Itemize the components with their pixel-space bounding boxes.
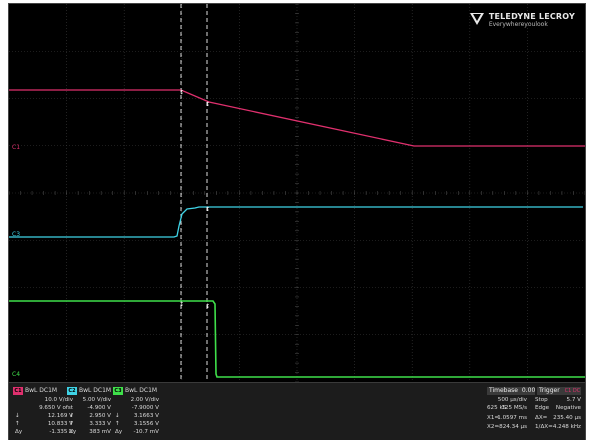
channel-c1-scale: 10.0 V/div [44,397,73,403]
timebase-row1-b: 125 MS/s [501,405,527,411]
timebase-row1-c: Edge [535,405,550,411]
channel-c2-delta: 383 mV [89,429,111,435]
timebase-row2-b: -1.0597 ms [495,415,527,421]
timebase-row0-b: 500 µs/div [497,397,527,403]
channel-c1-tag: C1 [13,387,23,395]
channel-c3-title: BwL DC1M [125,387,158,394]
channel-c2-lbl-up: ↑ [69,421,74,427]
timebase-row3-d: 4.248 kHz [552,424,581,430]
trigger-badge: C1 DC [564,388,581,394]
timebase-row1-d: Negative [555,405,581,411]
channel-c3-scale: 2.00 V/div [130,397,159,403]
cursor-crossing-mark: ↕ [179,301,184,308]
timebase-row3-a: X2= [487,424,500,430]
brand-logo: TELEDYNE LECROY Everywhereyoulook [469,12,575,28]
cursor-crossing-mark: ↕ [205,206,210,213]
channel-c2-scale: 5.00 V/div [82,397,111,403]
channel-c1-lbl-up: ↑ [15,421,20,427]
trigger-header[interactable]: Trigger C1 DC [537,387,581,395]
channel-c3-cursor1: 3.1663 V [133,413,159,419]
timebase-row0-c: Stop [535,397,548,403]
cursor-crossing-mark: ↕ [179,89,184,96]
cursor-crossing-mark: ↕ [205,101,210,108]
trace-c4-marker[interactable]: C4 [12,371,21,378]
timebase-row2-d: 235.40 µs [553,415,581,421]
channel-c3-lbl-down: ↓ [115,413,120,419]
timebase-delay: 0.00 ms [521,387,547,394]
channel-c1-delta: -1.335 V [49,429,73,435]
trace-c1-marker[interactable]: C1 [12,144,21,151]
trace-c3-waveform [9,300,585,378]
trace-c1-waveform [9,89,585,147]
cursor-crossings: ↕ ↕ ↕ ↕ ↕ [179,89,210,310]
channel-c3-delta: -10.7 mV [133,429,159,435]
channel-c3-box[interactable]: C3 BwL DC1M 2.00 V/div -7.9000 V ↓ 3.166… [113,387,161,437]
channel-c2-lbl-down: ↓ [69,413,74,419]
brand-tagline: Everywhereyoulook [488,21,548,28]
trigger-title: Trigger [539,387,560,394]
timebase-trigger-panel[interactable]: Timebase 0.00 ms Trigger C1 DC 500 µs/di… [487,387,583,437]
timebase-title: Timebase [489,387,518,394]
channel-c3-offset: -7.9000 V [131,405,159,411]
timebase-row2-a: X1= [487,415,500,421]
channel-c3-lbl-up: ↑ [115,421,120,427]
channel-c1-title: BwL DC1M [25,387,58,394]
channel-c3-cursor2: 3.1556 V [133,421,159,427]
timebase-row0-d: 5.7 V [566,397,581,403]
channel-c1-cursor2: 10.833 V [47,421,73,427]
channel-c2-lbl-delta: Δy [69,429,77,435]
channel-c2-cursor2: 3.333 V [89,421,111,427]
timebase-row1-a: 625 kS [487,405,507,411]
channel-c2-cursor1: 2.950 V [89,413,111,419]
timebase-row2-c: ΔX= [535,415,548,421]
logo-icon [469,13,484,25]
measurement-panel: C1 BwL DC1M 10.0 V/div 9.650 V ofst ↓ 12… [9,382,585,440]
timebase-header[interactable]: Timebase 0.00 ms [487,387,546,395]
timebase-row3-c: 1/ΔX= [535,424,553,430]
time-cursors[interactable] [180,4,208,382]
channel-c1-offset: 9.650 V ofst [39,405,73,411]
oscilloscope-screen: ↕ ↕ ↕ ↕ ↕ TELEDYNE LECROY Everywhereyoulook … [8,3,586,440]
channel-c1-cursor1: 12.169 V [47,413,73,419]
waveform-display: ↕ ↕ ↕ ↕ ↕ [9,4,585,382]
trace-c2-waveform [9,206,583,238]
channel-c2-offset: -4.900 V [87,405,111,411]
channel-c1-lbl-down: ↓ [15,413,20,419]
channel-c1-box[interactable]: C1 BwL DC1M 10.0 V/div 9.650 V ofst ↓ 12… [13,387,75,437]
graticule [9,4,585,382]
cursor-crossing-mark: ↕ [205,303,210,310]
channel-c2-tag: C2 [67,387,77,395]
timebase-row3-b: -824.34 µs [497,424,527,430]
channel-c1-lbl-delta: Δy [15,429,23,435]
channel-c2-title: BwL DC1M [79,387,112,394]
channel-c2-box[interactable]: C2 BwL DC1M 5.00 V/div -4.900 V ↓ 2.950 … [67,387,113,437]
channel-c3-tag: C3 [113,387,123,395]
trace-c3-marker[interactable]: C3 [12,231,21,238]
channel-c3-lbl-delta: Δy [115,429,123,435]
brand-name: TELEDYNE LECROY [488,12,575,21]
